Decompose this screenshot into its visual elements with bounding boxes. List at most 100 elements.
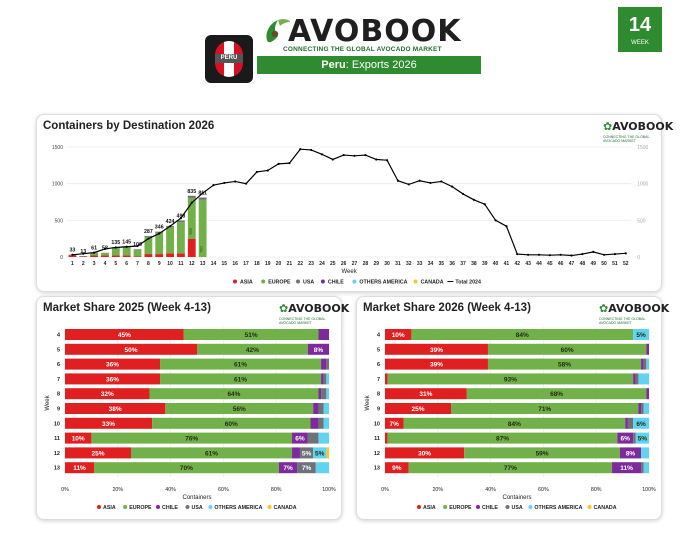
bar-segment <box>464 447 620 459</box>
bar-segment <box>323 373 327 385</box>
line-point <box>385 159 389 162</box>
line-point <box>244 182 248 185</box>
line-point <box>559 253 562 256</box>
y-tick-label: 0 <box>60 255 63 261</box>
line-point <box>364 153 367 157</box>
card-logo: ✿AVOBOOK <box>599 302 670 315</box>
bar-value-label: 32% <box>101 391 114 398</box>
line-point <box>158 232 161 235</box>
line-point <box>168 225 172 228</box>
bar-segment <box>646 388 649 400</box>
bar-segment <box>627 417 634 429</box>
line-point <box>505 225 508 228</box>
bar-value-label: 36% <box>106 376 119 383</box>
x-tick-label: 44 <box>536 261 542 267</box>
x-tick-label: 1 <box>71 261 74 267</box>
bar-value-label: 84% <box>508 421 521 428</box>
y-tick-label: 13 <box>374 466 380 472</box>
legend-label: CANADA <box>274 505 297 511</box>
bar-segment <box>315 462 329 474</box>
report-header: PERU AVOBOOK CONNECTING THE GLOBAL AVOCA… <box>0 0 700 100</box>
x-tick-label: 100% <box>642 487 656 493</box>
bar-value-label: 56% <box>233 406 246 413</box>
bar-value-label: 64% <box>227 391 240 398</box>
x-tick-label: 13 <box>200 261 206 267</box>
bar-value-label: 84% <box>516 332 529 339</box>
y2-tick-label: 1000 <box>637 182 648 188</box>
x-tick-label: 51 <box>612 261 618 267</box>
bar-value-label: 51% <box>245 332 258 339</box>
bar-segment <box>641 403 644 414</box>
bar-value-label: 6% <box>295 436 305 443</box>
x-tick-label: 3 <box>93 261 96 267</box>
chart-title: Containers by Destination 2026 <box>43 120 215 132</box>
bar-segment <box>65 329 184 340</box>
bar-segment <box>321 358 327 370</box>
x-tick-label: 11 <box>178 261 184 267</box>
y-tick-label: 13 <box>54 466 60 472</box>
bar-segment <box>411 329 634 340</box>
bar-segment <box>65 403 166 414</box>
x-tick-label: 7 <box>136 261 139 267</box>
bar-value-label: 7% <box>390 421 400 428</box>
bar-segment <box>646 343 649 355</box>
x-tick-label: 0% <box>61 487 69 493</box>
x-tick-label: 32 <box>406 261 412 267</box>
bar-segment <box>313 447 327 459</box>
bar-value-label: 30% <box>418 450 431 457</box>
bar-segment <box>65 343 197 355</box>
y2-tick-label: 1500 <box>637 145 648 151</box>
y-axis-label: Week <box>365 394 371 410</box>
legend-marker <box>156 505 160 509</box>
legend-label: OTHERS AMERICA <box>214 505 262 511</box>
bar-value-label: 61% <box>234 376 247 383</box>
card-logo-tagline: CONNECTING THE GLOBAL AVOCADO MARKET <box>599 317 646 325</box>
line-point <box>310 148 313 152</box>
x-tick-label: 34 <box>428 261 434 267</box>
bar-segment <box>155 232 164 255</box>
x-tick-label: 5 <box>114 261 117 267</box>
x-tick-label: 31 <box>395 261 401 267</box>
bar-segment <box>310 417 319 429</box>
x-tick-label: 42 <box>514 261 520 267</box>
bar-segment <box>318 417 324 429</box>
legend-marker <box>417 505 421 509</box>
legend-label: EUROPE <box>268 280 291 286</box>
legend-label: CHILE <box>328 280 344 286</box>
y-tick-label: 5 <box>377 347 380 353</box>
bar-total-label: 498 <box>177 213 186 219</box>
bar-segment <box>408 462 613 474</box>
bar-segment <box>149 388 319 400</box>
bar-value-label: 5% <box>638 436 648 443</box>
line-point <box>451 185 454 188</box>
legend-label: EUROPE <box>129 505 152 511</box>
flag-label: PERU <box>215 54 243 63</box>
x-tick-label: 52 <box>623 261 629 267</box>
card-logo-text: AVOBOOK <box>288 302 350 315</box>
y-tick-label: 10 <box>374 421 380 427</box>
bar-segment <box>90 252 99 256</box>
legend-label: CANADA <box>594 505 617 511</box>
line-point <box>592 250 595 253</box>
y-tick-label: 7 <box>57 377 60 383</box>
bar-segment <box>635 373 639 385</box>
bar-value-label: 7% <box>302 465 312 472</box>
bar-value-label: 68% <box>550 391 563 398</box>
y-tick-label: 1000 <box>52 182 63 188</box>
x-tick-label: 18 <box>254 261 260 267</box>
line-point <box>82 252 85 255</box>
bar-segment <box>326 447 329 459</box>
x-tick-label: 40% <box>165 487 176 493</box>
bar-segment <box>177 220 185 223</box>
bar-segment <box>177 253 185 257</box>
bar-segment <box>619 447 642 459</box>
line-point <box>179 217 183 220</box>
bar-value-label: 10% <box>392 332 405 339</box>
legend-marker <box>185 505 190 509</box>
legend-label: ASIA <box>423 505 436 511</box>
legend-marker <box>352 279 357 284</box>
x-tick-label: 29 <box>373 261 379 267</box>
bar-total-label: 835 <box>187 189 196 195</box>
bar-segment <box>278 462 298 474</box>
